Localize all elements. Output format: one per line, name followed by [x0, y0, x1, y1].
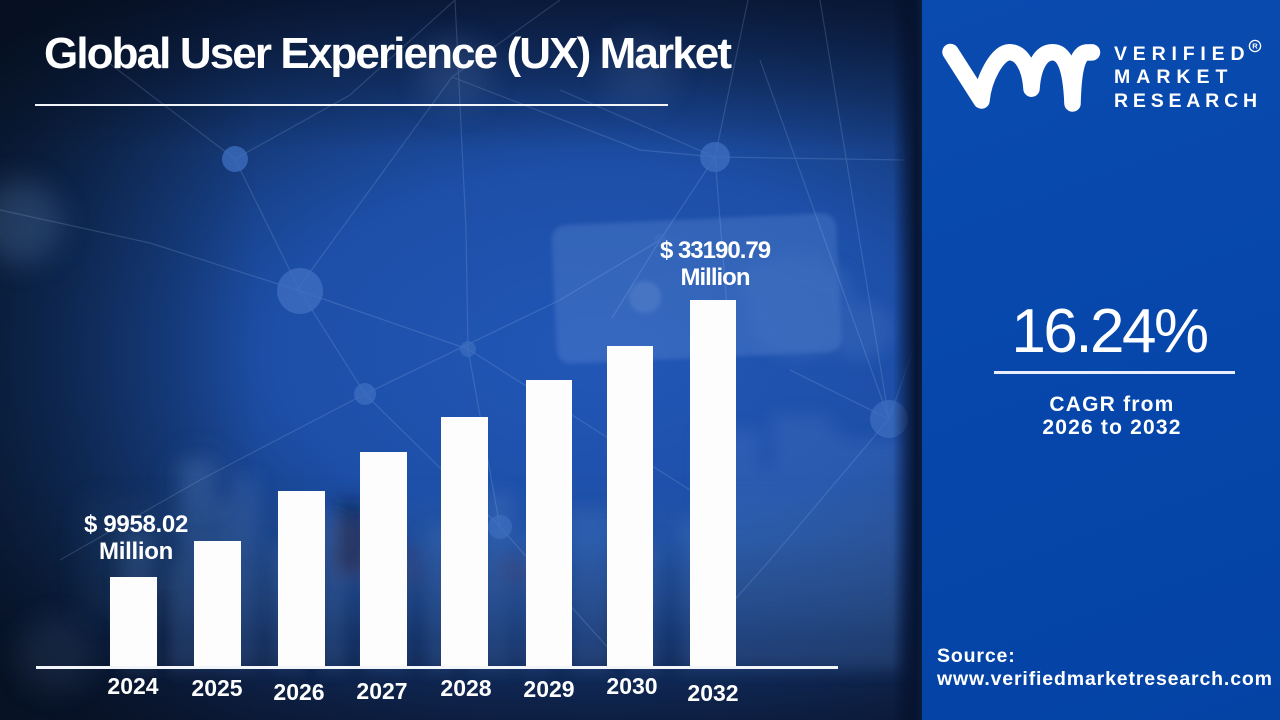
svg-text:R: R — [1252, 41, 1258, 50]
